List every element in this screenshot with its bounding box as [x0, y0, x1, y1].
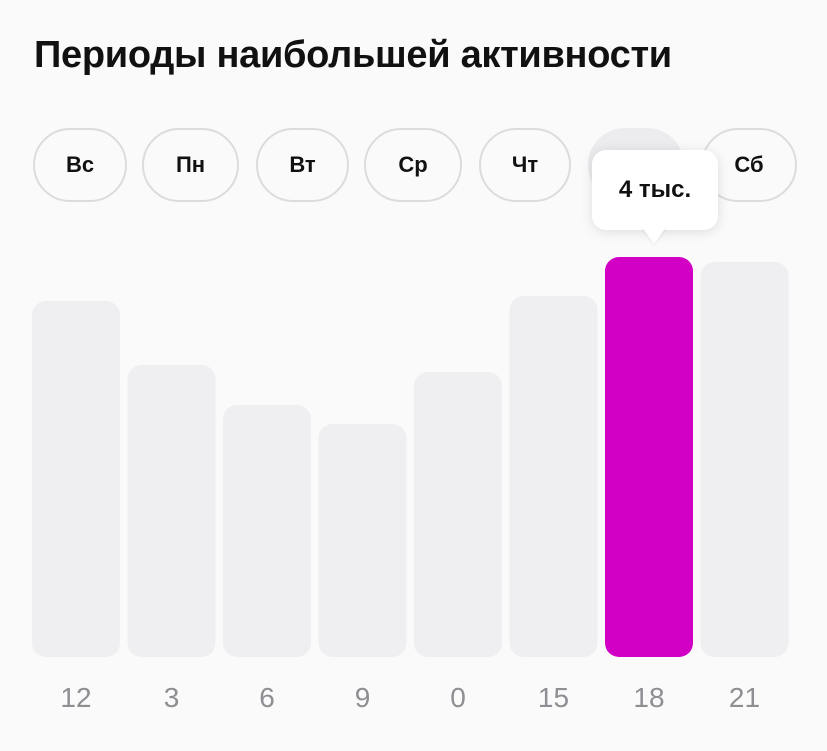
value-tooltip: 4 тыс. — [592, 150, 718, 230]
bar-12[interactable] — [32, 301, 120, 657]
bar-6[interactable] — [223, 405, 311, 657]
x-tick-label: 12 — [60, 682, 91, 713]
bar-9[interactable] — [318, 424, 407, 657]
bar-21[interactable] — [700, 262, 789, 657]
x-axis-ticks: 12 3 6 9 0 15 18 21 — [60, 682, 760, 713]
day-tab-tue[interactable]: Вт — [256, 128, 349, 202]
bars-group — [32, 257, 789, 657]
bar-0[interactable] — [414, 372, 502, 657]
x-tick-label: 18 — [633, 682, 664, 713]
x-tick-label: 0 — [450, 682, 466, 713]
x-tick-label: 15 — [538, 682, 569, 713]
bar-18[interactable] — [605, 257, 693, 657]
bar-15[interactable] — [509, 296, 598, 657]
day-tab-mon[interactable]: Пн — [142, 128, 239, 202]
x-tick-label: 3 — [164, 682, 180, 713]
bar-3[interactable] — [127, 365, 216, 657]
x-tick-label: 21 — [729, 682, 760, 713]
day-tab-thu[interactable]: Чт — [479, 128, 571, 202]
tooltip-arrow — [641, 226, 667, 244]
day-tab-sun[interactable]: Вс — [33, 128, 127, 202]
day-tab-wed[interactable]: Ср — [364, 128, 462, 202]
page-title: Периоды наибольшей активности — [34, 34, 672, 76]
x-tick-label: 6 — [259, 682, 275, 713]
x-tick-label: 9 — [355, 682, 371, 713]
